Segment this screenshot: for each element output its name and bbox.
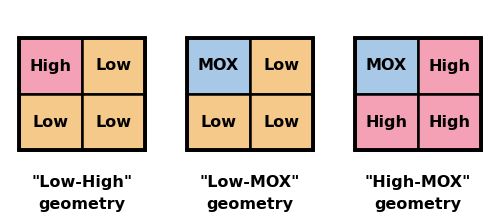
Text: "Low-High": "Low-High" xyxy=(32,174,132,189)
Text: Low: Low xyxy=(96,59,132,73)
Bar xyxy=(250,38,313,94)
Bar xyxy=(418,94,481,150)
Text: Low: Low xyxy=(200,114,236,130)
Text: Low: Low xyxy=(264,114,300,130)
Bar xyxy=(187,38,250,94)
Text: "Low-MOX": "Low-MOX" xyxy=(200,174,300,189)
Bar xyxy=(355,38,418,94)
Text: MOX: MOX xyxy=(366,59,407,73)
Text: geometry: geometry xyxy=(206,196,294,211)
Text: High: High xyxy=(428,114,470,130)
Text: High: High xyxy=(30,59,72,73)
Bar xyxy=(187,94,250,150)
Bar xyxy=(418,38,481,94)
Text: MOX: MOX xyxy=(198,59,239,73)
Text: High: High xyxy=(366,114,408,130)
Bar xyxy=(19,38,82,94)
Text: Low: Low xyxy=(32,114,68,130)
Text: geometry: geometry xyxy=(374,196,462,211)
Bar xyxy=(250,94,313,150)
Bar xyxy=(19,94,82,150)
Text: Low: Low xyxy=(264,59,300,73)
Bar xyxy=(355,38,481,150)
Text: geometry: geometry xyxy=(38,196,126,211)
Bar xyxy=(82,94,145,150)
Text: "High-MOX": "High-MOX" xyxy=(365,174,471,189)
Bar xyxy=(187,38,313,150)
Text: High: High xyxy=(428,59,470,73)
Text: Low: Low xyxy=(96,114,132,130)
Bar xyxy=(355,94,418,150)
Bar xyxy=(82,38,145,94)
Bar xyxy=(19,38,145,150)
